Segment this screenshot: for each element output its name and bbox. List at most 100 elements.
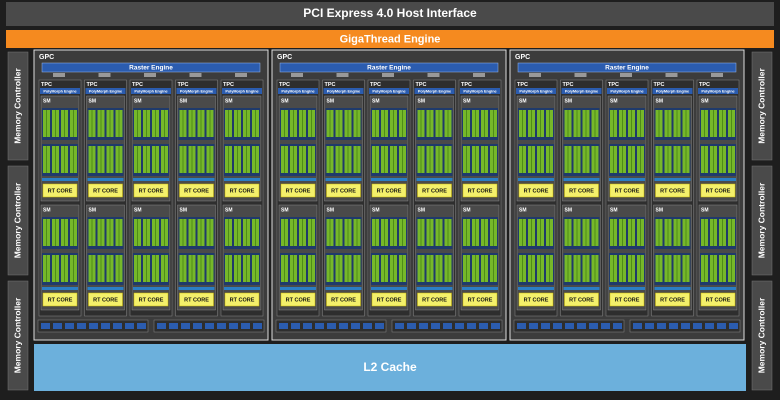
tex-unit	[553, 323, 562, 329]
core-line	[540, 219, 541, 246]
core-line	[347, 110, 349, 137]
core-line	[640, 110, 641, 137]
host-interface-bar	[6, 2, 774, 26]
core-line	[91, 219, 93, 246]
core-line	[393, 146, 394, 173]
core-line	[100, 219, 102, 246]
polymorph-engine: PolyMorph Engine	[519, 89, 552, 93]
rt-core: RT CORE	[377, 188, 402, 194]
core-line	[347, 255, 349, 282]
core-line	[375, 110, 376, 137]
rt-core: RT CORE	[706, 188, 731, 194]
sm-strip	[563, 178, 600, 181]
rt-core: RT CORE	[468, 297, 493, 303]
core-line	[255, 255, 256, 282]
rt-core: RT CORE	[139, 188, 164, 194]
core-line	[420, 219, 422, 246]
core-line	[713, 146, 714, 173]
core-line	[402, 255, 403, 282]
tex-unit	[193, 323, 202, 329]
core-line	[466, 146, 467, 173]
rt-core: RT CORE	[660, 297, 685, 303]
polymorph-engine: PolyMorph Engine	[327, 89, 360, 93]
tex-unit	[77, 323, 86, 329]
sm-strip	[654, 287, 691, 290]
core-line	[640, 219, 641, 246]
rt-core: RT CORE	[524, 188, 549, 194]
core-line	[493, 146, 494, 173]
core-line	[209, 255, 211, 282]
core-line	[118, 219, 120, 246]
core-line	[209, 219, 211, 246]
core-line	[329, 255, 331, 282]
core-line	[531, 146, 532, 173]
memory-controller-box	[7, 51, 29, 161]
core-line	[209, 146, 211, 173]
tex-unit	[315, 323, 324, 329]
core-line	[293, 110, 294, 137]
core-line	[685, 219, 687, 246]
core-line	[713, 255, 714, 282]
tex-unit	[169, 323, 178, 329]
core-line	[109, 255, 111, 282]
tex-unit	[125, 323, 134, 329]
memory-controller-box	[751, 51, 773, 161]
core-line	[384, 110, 385, 137]
core-line	[676, 255, 678, 282]
tpc-label: TPC	[517, 82, 528, 88]
core-line	[676, 110, 678, 137]
sm-label: SM	[565, 98, 573, 104]
core-line	[255, 146, 256, 173]
sm-strip	[609, 178, 645, 181]
core-line	[91, 110, 93, 137]
sm-label: SM	[134, 207, 142, 213]
core-line	[438, 255, 440, 282]
core-line	[722, 146, 723, 173]
core-line	[613, 219, 614, 246]
core-line	[356, 146, 358, 173]
core-line	[284, 146, 285, 173]
core-line	[338, 219, 340, 246]
core-line	[100, 146, 102, 173]
tpc-label: TPC	[41, 82, 52, 88]
core-line	[356, 110, 358, 137]
sm-label: SM	[701, 207, 709, 213]
core-line	[55, 255, 56, 282]
tex-unit	[601, 323, 610, 329]
core-line	[55, 146, 56, 173]
sm-strip	[224, 178, 260, 181]
core-line	[704, 219, 705, 246]
sm-strip	[133, 178, 169, 181]
polymorph-bar	[222, 88, 262, 94]
core-line	[302, 255, 303, 282]
core-line	[384, 255, 385, 282]
sm-strip	[325, 178, 362, 181]
core-line	[676, 146, 678, 173]
tpc-connector	[291, 73, 303, 77]
core-line	[576, 110, 578, 137]
rt-core-box	[88, 292, 123, 307]
polymorph-bar	[698, 88, 738, 94]
polymorph-engine: PolyMorph Engine	[43, 89, 76, 93]
sm-strip	[563, 287, 600, 290]
sm-label: SM	[565, 207, 573, 213]
core-line	[164, 110, 165, 137]
sm-label: SM	[225, 207, 233, 213]
core-line	[182, 255, 184, 282]
core-line	[493, 110, 494, 137]
tex-unit	[137, 323, 146, 329]
core-line	[585, 110, 587, 137]
tpc-connector	[473, 73, 485, 77]
core-line	[685, 146, 687, 173]
rt-core: RT CORE	[230, 188, 255, 194]
polymorph-engine: PolyMorph Engine	[463, 89, 496, 93]
core-line	[182, 110, 184, 137]
rt-core-box	[224, 292, 260, 307]
core-line	[356, 219, 358, 246]
core-line	[191, 146, 193, 173]
tex-unit	[339, 323, 348, 329]
polymorph-engine: PolyMorph Engine	[281, 89, 314, 93]
rt-core-box	[609, 183, 645, 198]
tex-unit	[491, 323, 500, 329]
tex-unit	[693, 323, 702, 329]
